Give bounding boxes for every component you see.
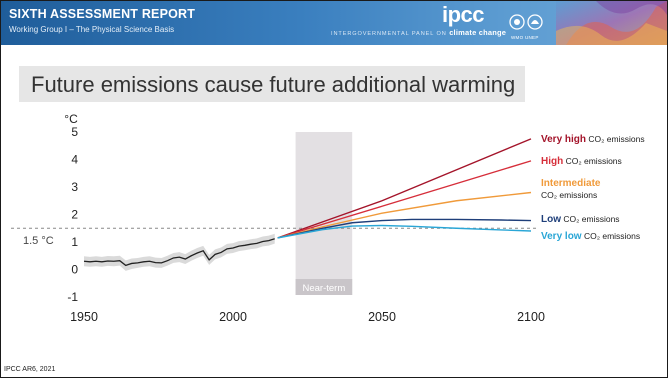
series-legend-label: Low CO₂ emissions — [541, 214, 620, 225]
near-term-label: Near-term — [303, 283, 346, 294]
y-tick-label: 5 — [71, 125, 78, 139]
headline-background — [19, 66, 525, 102]
scenario-series-line — [277, 224, 532, 239]
y-tick-label: 2 — [71, 208, 78, 222]
scenario-series-line — [277, 138, 532, 239]
series-legend-text: Very high CO₂ emissions — [541, 134, 645, 145]
reference-line-label: 1.5 °C — [23, 235, 54, 247]
panel-tagline: INTERGOVERNMENTAL PANEL ON climate chang… — [331, 28, 506, 37]
series-legend-main: Intermediate — [541, 178, 601, 189]
report-subtitle: Working Group I – The Physical Science B… — [9, 25, 175, 34]
series-legend-label: Very high CO₂ emissions — [541, 134, 645, 145]
series-legend-text: Very low CO₂ emissions — [541, 231, 640, 242]
source-citation: IPCC AR6, 2021 — [4, 366, 56, 373]
scenario-series-line — [277, 160, 532, 239]
series-legend-rest: CO₂ emissions — [586, 134, 645, 144]
series-legend-text: High CO₂ emissions — [541, 156, 622, 167]
series-legend-text: Low CO₂ emissions — [541, 214, 620, 225]
series-legend-label: High CO₂ emissions — [541, 156, 622, 167]
x-tick-label: 2050 — [368, 310, 396, 324]
x-tick-label: 2100 — [517, 310, 545, 324]
x-tick-label: 2000 — [219, 310, 247, 324]
series-legend-main: Low — [541, 214, 561, 225]
historical-series-line — [83, 238, 275, 267]
series-legend-rest: CO₂ emissions — [563, 156, 622, 166]
near-term-label-box — [295, 279, 353, 295]
banner-artwork — [556, 1, 667, 45]
y-tick-label: 3 — [71, 180, 78, 194]
panel-name: climate change — [449, 28, 507, 37]
y-tick-label: 0 — [71, 263, 78, 277]
header-banner: SIXTH ASSESSMENT REPORT Working Group I … — [1, 1, 667, 45]
wmo-unep-logo-icon — [509, 14, 543, 30]
scenario-series-line — [277, 218, 532, 239]
panel-prefix: INTERGOVERNMENTAL PANEL ON — [331, 31, 447, 37]
y-tick-label: 1 — [71, 235, 78, 249]
x-tick-label: 1950 — [70, 310, 98, 324]
series-legend-rest: CO₂ emissions — [561, 214, 620, 224]
y-axis-unit: °C — [64, 112, 78, 126]
series-legend-main: Very high — [541, 134, 586, 145]
historical-uncertainty-band — [84, 233, 275, 271]
series-legend-rest: CO₂ emissions — [582, 231, 641, 241]
org-labels: WMO UNEP — [511, 35, 539, 40]
y-tick-label: 4 — [71, 153, 78, 167]
series-legend-main: High — [541, 156, 563, 167]
y-tick-label: -1 — [67, 290, 78, 304]
scenario-series-line — [277, 191, 532, 239]
near-term-band — [295, 132, 353, 295]
headline: Future emissions cause future additional… — [31, 72, 516, 97]
ipcc-logo: ipcc — [442, 2, 485, 27]
series-legend-main: Very low — [541, 231, 582, 242]
report-title: SIXTH ASSESSMENT REPORT — [9, 7, 196, 21]
series-legend-label: Very low CO₂ emissions — [541, 231, 640, 242]
series-legend-rest: CO₂ emissions — [541, 190, 597, 200]
